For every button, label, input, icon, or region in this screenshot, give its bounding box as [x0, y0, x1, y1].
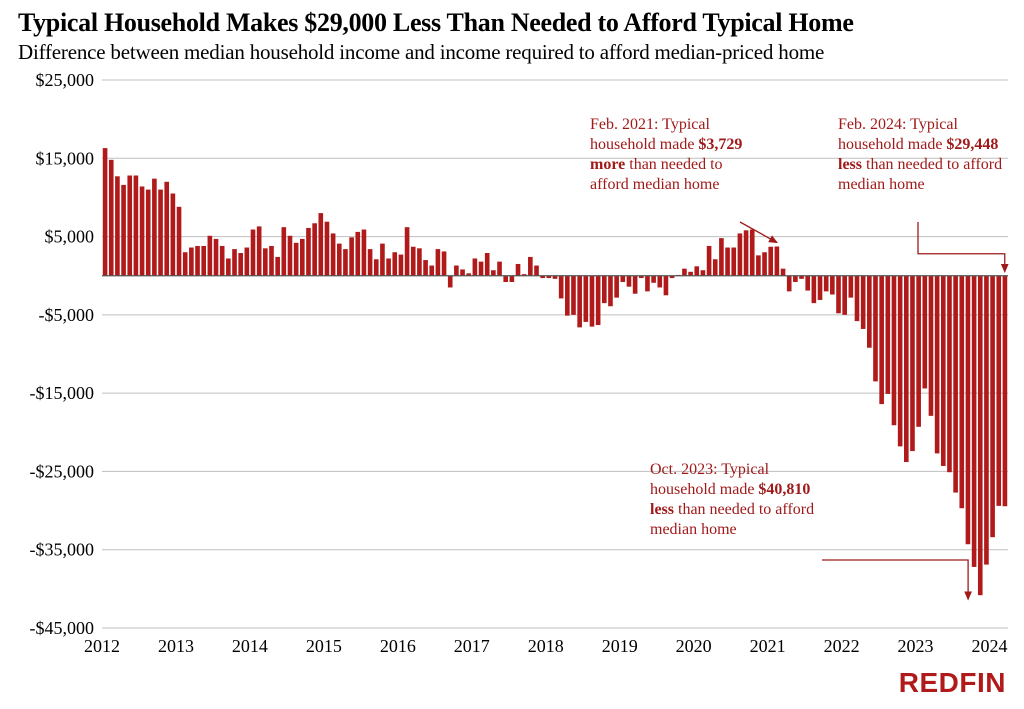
svg-text:2020: 2020: [676, 636, 712, 656]
svg-text:2022: 2022: [824, 636, 860, 656]
svg-text:-$45,000: -$45,000: [30, 618, 95, 638]
annotation-text: than needed to afford median home: [650, 501, 814, 538]
svg-text:2018: 2018: [528, 636, 564, 656]
annotation-feb-2021: Feb. 2021: Typical household made $3,729…: [590, 115, 760, 195]
svg-text:$5,000: $5,000: [45, 227, 95, 247]
annotation-text: Feb. 2021: Typical household made: [590, 116, 710, 153]
svg-text:2017: 2017: [454, 636, 490, 656]
svg-text:2013: 2013: [158, 636, 194, 656]
chart-container: Typical Household Makes $29,000 Less Tha…: [0, 0, 1024, 709]
svg-text:2024: 2024: [972, 636, 1008, 656]
svg-text:-$35,000: -$35,000: [30, 540, 95, 560]
svg-text:2019: 2019: [602, 636, 638, 656]
svg-text:-$5,000: -$5,000: [39, 305, 95, 325]
annotation-text: than needed to afford median home: [838, 156, 1002, 193]
svg-text:2012: 2012: [84, 636, 120, 656]
svg-text:$15,000: $15,000: [36, 148, 95, 168]
svg-text:-$25,000: -$25,000: [30, 461, 95, 481]
svg-text:2015: 2015: [306, 636, 342, 656]
annotation-oct-2023: Oct. 2023: Typical household made $40,81…: [650, 460, 820, 540]
svg-text:2014: 2014: [232, 636, 268, 656]
annotation-text: Oct. 2023: Typical household made: [650, 461, 769, 498]
svg-text:$25,000: $25,000: [36, 70, 95, 90]
redfin-logo: REDFIN: [899, 667, 1006, 699]
svg-text:2021: 2021: [750, 636, 786, 656]
annotation-text: Feb. 2024: Typical household made: [838, 116, 958, 153]
annotation-feb-2024: Feb. 2024: Typical household made $29,44…: [838, 115, 1008, 195]
svg-text:2023: 2023: [898, 636, 934, 656]
svg-text:-$15,000: -$15,000: [30, 383, 95, 403]
bar-chart: $25,000 $15,000 $5,000 -$5,000 -$15,000 -$25,…: [0, 0, 1024, 709]
svg-text:2016: 2016: [380, 636, 416, 656]
